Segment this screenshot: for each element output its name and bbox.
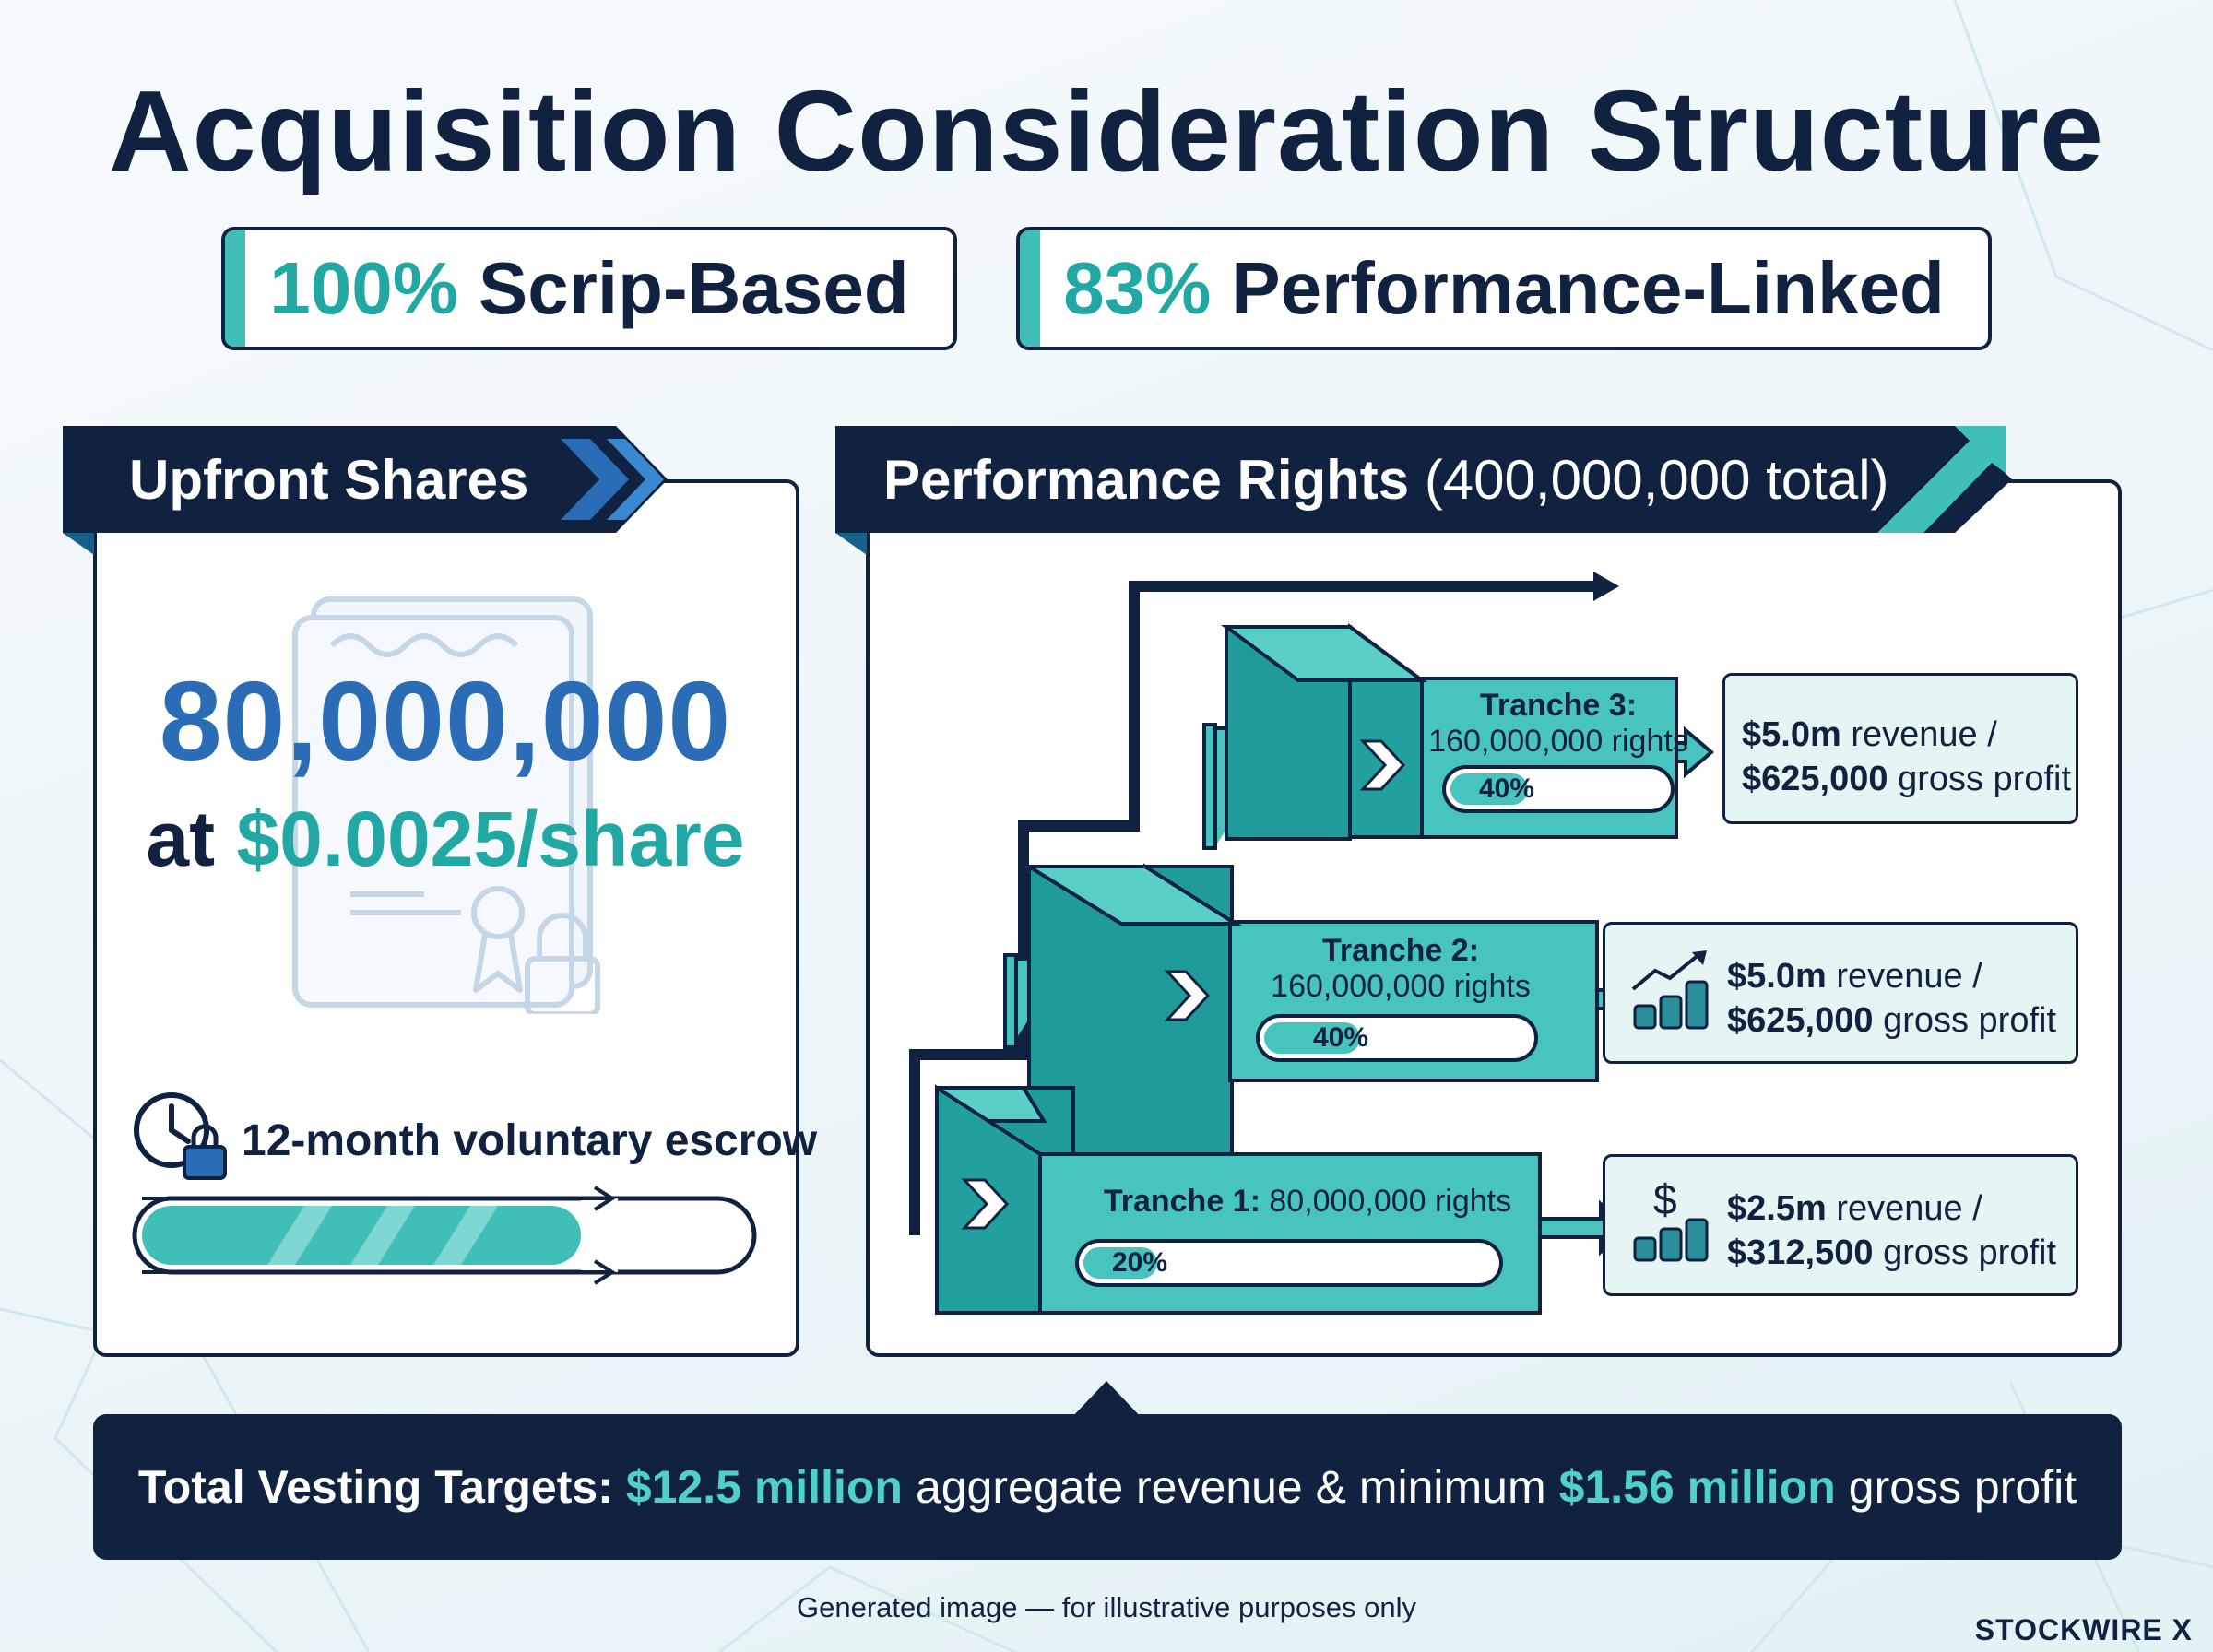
tranche-3-profit: $625,000 [1742,760,1888,798]
tranche-3-percent: 40% [1479,773,1535,804]
tranche-2-label: Tranche 2: 160,000,000 rights [1241,933,1560,1005]
revenue-word: revenue / [1851,715,1997,754]
badge-accent-bar [225,230,245,347]
tranche-1-rights: 80,000,000 rights [1269,1184,1512,1219]
price-prefix: at [146,796,216,882]
upfront-share-count: 80,000,000 [159,658,732,784]
summary-profit: $1.56 million [1558,1461,1836,1513]
profit-word: gross profit [1883,1233,2057,1272]
tranche-1-label: Tranche 1: 80,000,000 rights [1077,1184,1538,1220]
tranche-3-label: Tranche 3: 160,000,000 rights [1398,688,1719,760]
tranche-2-target: $5.0m revenue / $625,000 gross profit [1603,922,2078,1064]
vesting-summary-bar: Total Vesting Targets: $12.5 million agg… [93,1414,2122,1560]
tranche-1-percent-fill [1083,1247,1157,1279]
tranche-1-revenue: $2.5m [1727,1189,1827,1228]
tranche-2-rights: 160,000,000 rights [1271,969,1531,1004]
tranche-3-revenue: $5.0m [1742,715,1841,754]
profit-word: gross profit [1898,760,2072,798]
tranche-1-percent: 20% [1112,1247,1168,1278]
tranche-3-title: Tranche 3: [1479,688,1638,723]
tranche-2-percent: 40% [1313,1022,1369,1053]
badge-label: Performance-Linked [1231,247,1945,329]
summary-revenue: $12.5 million [625,1461,903,1513]
tranche-3-target: $5.0m revenue / $625,000 gross profit [1722,673,2078,824]
tranche-2-percent-fill [1264,1022,1360,1054]
performance-rights-banner [835,426,2012,555]
growth-coins-icon [1631,950,1709,1030]
tranche-2-title: Tranche 2: [1321,933,1480,968]
performance-heading-text: Performance Rights [883,449,1410,511]
share-certificate-icon [292,596,600,1014]
summary-tail: gross profit [1848,1461,2077,1513]
tranche-3-percent-fill [1450,773,1528,805]
revenue-word: revenue / [1836,957,1982,996]
tranche-1-percent-bar: 20% [1075,1239,1503,1287]
tranche-1-title: Tranche 1: [1103,1184,1260,1219]
tranche-2-revenue: $5.0m [1727,957,1827,996]
revenue-word: revenue / [1836,1189,1982,1228]
illustrative-notice: Generated image — for illustrative purpo… [797,1591,1416,1623]
summary-pointer [1070,1381,1143,1420]
escrow-label: 12-month voluntary escrow [242,1116,818,1165]
badge-label: Scrip-Based [478,247,909,329]
share-price: at $0.0025/share [95,795,796,884]
tranche-2-percent-bar: 40% [1256,1014,1538,1062]
price-value: $0.0025/share [236,796,745,882]
performance-rights-heading: Performance Rights (400,000,000 total) [883,448,1889,512]
dollar-coins-icon: $ [1633,1177,1709,1262]
page-title: Acquisition Consideration Structure [109,68,2104,195]
tranche-2-profit: $625,000 [1727,1001,1874,1040]
scrip-based-badge: 100% Scrip-Based [221,227,957,350]
clock-lock-icon [134,1092,227,1180]
escrow-progress-bar [132,1186,757,1285]
performance-linked-badge: 83% Performance-Linked [1016,227,1992,350]
summary-mid: aggregate revenue & minimum [915,1461,1546,1513]
badge-percent: 100% [269,247,458,329]
upfront-shares-banner [63,426,668,555]
brand-logo: STOCKWIRE X [1974,1613,2193,1646]
summary-lead: Total Vesting Targets: [137,1461,613,1513]
profit-word: gross profit [1883,1001,2057,1040]
badge-accent-bar [1020,230,1040,347]
badge-percent: 83% [1063,247,1212,329]
performance-heading-total: (400,000,000 total) [1424,449,1889,511]
upfront-shares-heading: Upfront Shares [129,449,529,511]
tranche-1-target: $ $2.5m revenue / $312,500 gross profit [1603,1154,2078,1296]
tranche-1-profit: $312,500 [1727,1233,1874,1272]
svg-text:$: $ [1653,1177,1677,1223]
tranche-3-percent-bar: 40% [1442,765,1675,813]
tranche-3-rights: 160,000,000 rights [1428,724,1688,759]
